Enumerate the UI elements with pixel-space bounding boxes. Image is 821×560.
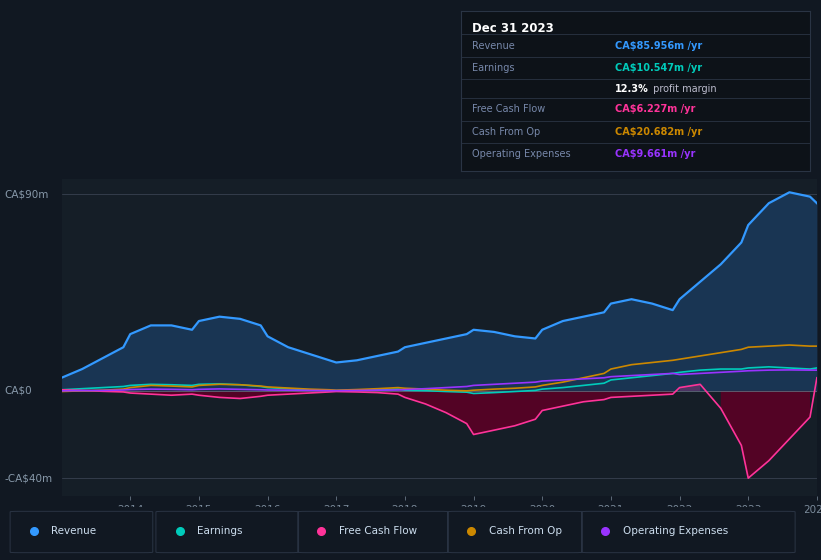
Text: Cash From Op: Cash From Op bbox=[488, 526, 562, 536]
Text: CA$90m: CA$90m bbox=[4, 189, 48, 199]
Text: Operating Expenses: Operating Expenses bbox=[472, 149, 571, 159]
Text: CA$6.227m /yr: CA$6.227m /yr bbox=[615, 104, 695, 114]
Text: Earnings: Earnings bbox=[472, 63, 515, 73]
Text: Cash From Op: Cash From Op bbox=[472, 127, 540, 137]
Text: Free Cash Flow: Free Cash Flow bbox=[339, 526, 417, 536]
Text: Operating Expenses: Operating Expenses bbox=[622, 526, 727, 536]
Text: Earnings: Earnings bbox=[197, 526, 242, 536]
Text: Revenue: Revenue bbox=[51, 526, 96, 536]
Text: 12.3%: 12.3% bbox=[615, 83, 649, 94]
Text: CA$9.661m /yr: CA$9.661m /yr bbox=[615, 149, 695, 159]
Text: CA$85.956m /yr: CA$85.956m /yr bbox=[615, 40, 702, 50]
Text: profit margin: profit margin bbox=[650, 83, 717, 94]
Text: CA$10.547m /yr: CA$10.547m /yr bbox=[615, 63, 702, 73]
Text: Free Cash Flow: Free Cash Flow bbox=[472, 104, 545, 114]
Text: CA$20.682m /yr: CA$20.682m /yr bbox=[615, 127, 702, 137]
Text: Revenue: Revenue bbox=[472, 40, 515, 50]
Text: CA$0: CA$0 bbox=[4, 386, 32, 396]
Text: Dec 31 2023: Dec 31 2023 bbox=[472, 22, 553, 35]
Text: -CA$40m: -CA$40m bbox=[4, 473, 53, 483]
